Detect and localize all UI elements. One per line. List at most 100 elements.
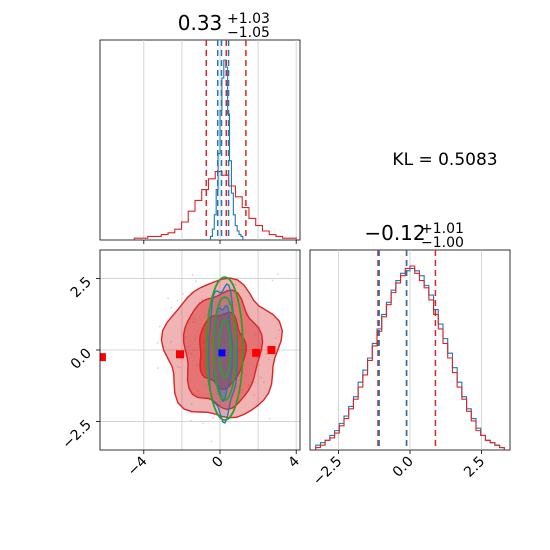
- scatter-point: [187, 346, 190, 349]
- right-marginal-x-ticks: −2.5 0.0 2.5: [310, 450, 488, 489]
- right-x-tick-label: −2.5: [310, 454, 345, 489]
- right-marginal-grid: [338, 250, 482, 450]
- right-marginal-title-sub: −1.00: [421, 235, 464, 251]
- right-x-tick-label: 0.0: [390, 454, 417, 481]
- right-marginal-histograms: [315, 265, 505, 450]
- right-marginal-quantile-lines: [377, 250, 437, 450]
- right-x-tick-label: 2.5: [461, 454, 488, 481]
- histogram-series-0: [315, 267, 505, 450]
- scatter-point: [267, 358, 270, 361]
- scatter-point: [196, 363, 198, 366]
- scatter-point: [190, 403, 193, 405]
- scatter-point: [93, 306, 95, 308]
- scatter-point: [170, 341, 173, 344]
- scatter-point: [234, 283, 237, 286]
- red-square-marker: [267, 346, 276, 354]
- scatter-point: [189, 344, 191, 347]
- joint-x-ticks: −4 0 4: [125, 450, 303, 479]
- top-marginal-title: 0.33: [178, 11, 223, 35]
- scatter-point: [237, 379, 240, 382]
- joint-green-contours: [205, 276, 244, 421]
- scatter-point: [265, 353, 268, 356]
- joint-y-tick-label: 0.0: [68, 346, 95, 373]
- scatter-point: [271, 279, 274, 282]
- scatter-point: [194, 338, 197, 341]
- scatter-point: [202, 422, 205, 425]
- scatter-point: [239, 391, 242, 394]
- scatter-point: [260, 376, 263, 379]
- scatter-point: [176, 365, 179, 368]
- top-marginal-histograms: [133, 59, 297, 240]
- green-contour-0: [205, 276, 244, 421]
- scatter-point: [176, 299, 179, 302]
- scatter-point: [268, 417, 271, 420]
- histogram-series-0: [209, 59, 244, 240]
- histogram-series-1: [315, 265, 505, 450]
- scatter-point: [190, 420, 193, 422]
- right-marginal-panel: −2.5 0.0 2.5 −0.12 +1.01 −1.00: [309, 221, 511, 489]
- scatter-point: [195, 280, 197, 282]
- scatter-point: [205, 384, 207, 387]
- scatter-point: [253, 381, 256, 384]
- scatter-point: [235, 385, 238, 388]
- kl-label: KL = 0.5083: [392, 150, 497, 170]
- scatter-point: [200, 298, 203, 301]
- top-marginal-quantile-lines: [205, 40, 247, 240]
- scatter-point: [204, 315, 207, 317]
- scatter-point: [170, 306, 173, 309]
- scatter-point: [210, 440, 213, 443]
- scatter-point: [178, 366, 181, 369]
- scatter-point: [258, 363, 261, 366]
- scatter-point: [247, 383, 250, 386]
- scatter-point: [184, 336, 187, 339]
- joint-y-tick-label: −2.5: [59, 417, 94, 452]
- joint-panel: −4 0 4 −2.5 0.0 2.5: [59, 249, 303, 479]
- scatter-point: [167, 297, 169, 300]
- scatter-point: [276, 273, 279, 275]
- joint-markers: [100, 346, 276, 362]
- scatter-point: [193, 320, 196, 323]
- histogram-series-1: [133, 171, 297, 240]
- scatter-point: [216, 393, 219, 395]
- scatter-point: [245, 374, 247, 377]
- scatter-point: [255, 403, 258, 406]
- scatter-point: [255, 356, 258, 359]
- scatter-point: [206, 313, 209, 315]
- top-marginal-frame: [99, 39, 301, 241]
- top-marginal-title-sub: −1.05: [227, 25, 270, 41]
- scatter-point: [253, 394, 256, 397]
- green-contour-2: [218, 319, 232, 379]
- joint-y-tick-label: 2.5: [68, 274, 95, 301]
- scatter-point: [187, 352, 190, 354]
- scatter-point: [227, 302, 230, 305]
- scatter-point: [241, 389, 244, 392]
- scatter-point: [158, 325, 161, 328]
- scatter-point: [278, 328, 281, 331]
- blue-square-marker: [218, 349, 226, 357]
- scatter-point: [193, 355, 196, 358]
- scatter-point: [259, 345, 262, 348]
- right-marginal-title: −0.12: [364, 221, 425, 245]
- joint-y-ticks: −2.5 0.0 2.5: [59, 274, 100, 452]
- scatter-point: [182, 293, 184, 295]
- scatter-point: [196, 389, 199, 392]
- top-marginal-panel: 0.33 +1.03 −1.05: [99, 11, 301, 244]
- joint-x-tick-label: −4: [125, 453, 151, 479]
- joint-x-tick-label: 4: [285, 453, 303, 471]
- scatter-point: [263, 381, 266, 383]
- scatter-point: [192, 317, 195, 320]
- scatter-point: [191, 321, 194, 324]
- scatter-point: [275, 337, 277, 339]
- scatter-point: [190, 352, 193, 355]
- scatter-point: [191, 273, 194, 276]
- green-contour-1: [212, 296, 238, 401]
- scatter-point: [235, 304, 237, 307]
- scatter-point: [156, 341, 159, 344]
- scatter-point: [254, 333, 257, 336]
- right-marginal-title-sup: +1.01: [421, 221, 464, 237]
- joint-x-tick-label: 0: [209, 454, 227, 472]
- red-square-marker: [100, 353, 106, 362]
- scatter-point: [212, 417, 215, 419]
